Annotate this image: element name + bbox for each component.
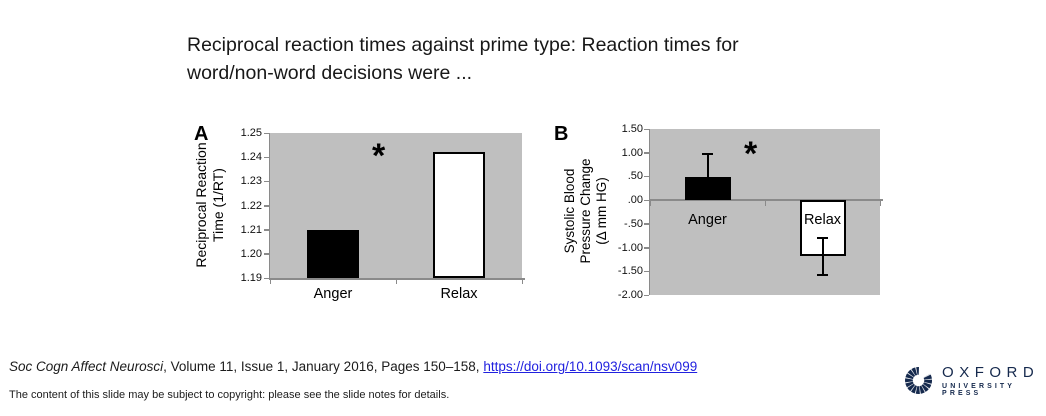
chart-b-ytick (644, 294, 649, 296)
chart-b-ytick (644, 223, 649, 225)
chart-b-errorbar-cap (817, 273, 828, 276)
chart-b-category-label-anger: Anger (688, 212, 727, 228)
chart-b-panel-label: B (554, 123, 569, 145)
chart-b-y-axis-title-line: (Δ mm HG) (594, 177, 609, 245)
chart-b-ytick (644, 175, 649, 178)
copyright-note: The content of this slide may be subject… (9, 389, 450, 401)
oup-logo-text: OXFORD UNIVERSITY PRESS (942, 363, 1046, 397)
citation-line: Soc Cogn Affect Neurosci, Volume 11, Iss… (9, 359, 697, 374)
citation-journal: Soc Cogn Affect Neurosci (9, 359, 164, 374)
oup-subtitle: UNIVERSITY PRESS (942, 382, 1015, 397)
chart-a-bar-relax (433, 152, 485, 278)
chart-b-ytick (644, 270, 649, 273)
chart-b-errorbar-cap (817, 236, 828, 239)
chart-b-ytick-label: -1.50 (617, 265, 643, 278)
chart-a-ytick-label: 1.21 (240, 223, 262, 236)
chart-a-y-axis-title-line: Reciprocal Reaction (193, 142, 209, 268)
chart-b-ytick (644, 152, 649, 154)
chart-a-ytick-label: 1.22 (240, 199, 262, 212)
chart-a-xtick (521, 279, 523, 284)
chart-b-ytick (644, 199, 649, 202)
chart-b-y-axis-title: Systolic Blood Pressure Change (Δ mm HG) (562, 123, 614, 299)
chart-b-xtick (879, 201, 881, 206)
oxford-university-press-logo: OXFORD UNIVERSITY PRESS (903, 363, 1046, 398)
chart-b-ytick (644, 247, 649, 249)
chart-a-y-axis-line (269, 133, 270, 278)
chart-b-ytick-label: 1.50 (621, 123, 643, 135)
slide-title: Reciprocal reaction times against prime … (187, 31, 887, 87)
chart-b-significance-asterisk: * (744, 135, 758, 173)
chart-b-x-axis-line (649, 199, 883, 201)
chart-a-ytick-label: 1.25 (240, 127, 262, 139)
slide-title-line-1: Reciprocal reaction times against prime … (187, 34, 739, 56)
chart-b-errorbar-relax (821, 237, 824, 275)
chart-a-ytick (264, 180, 269, 183)
chart-a-bar-anger (307, 229, 359, 278)
chart-a-xtick (269, 279, 271, 284)
chart-b-xtick (649, 201, 651, 206)
chart-a-significance-asterisk: * (372, 137, 386, 175)
chart-a-y-axis-title-line: Time (1/RT) (210, 168, 226, 242)
chart-b-ytick-label: 1.00 (621, 146, 643, 159)
oup-wordmark: OXFORD (942, 363, 1040, 381)
chart-a-ytick-label: 1.19 (240, 272, 262, 284)
chart-a-ytick (264, 229, 269, 231)
chart-b-y-axis-title-line: Pressure Change (578, 158, 593, 264)
citation-details: , Volume 11, Issue 1, January 2016, Page… (163, 359, 484, 374)
chart-a-ytick (264, 156, 269, 159)
chart-a-ytick (264, 253, 269, 255)
chart-b-errorbar-cap (702, 153, 713, 156)
chart-b-bar-anger (684, 177, 731, 201)
chart-b-errorbar-anger (706, 154, 709, 178)
chart-a-category-label-anger: Anger (313, 286, 353, 302)
chart-b-ytick-label: .50 (627, 170, 643, 183)
chart-a-ytick (264, 277, 269, 279)
chart-a-xtick (395, 279, 397, 284)
chart-a-ytick-label: 1.20 (240, 247, 262, 260)
chart-b-ytick-label: .00 (627, 194, 643, 207)
citation-doi-link[interactable]: https://doi.org/10.1093/scan/nsv099 (483, 359, 698, 374)
chart-b-xtick (764, 201, 766, 206)
chart-b-ytick-label: -2.00 (617, 289, 643, 301)
chart-a-x-axis-line (269, 278, 525, 280)
chart-b-ytick-label: -.50 (624, 217, 643, 230)
chart-a-ytick-label: 1.24 (240, 151, 262, 164)
chart-b-ytick (644, 128, 649, 130)
chart-a-y-axis-title: Reciprocal Reaction Time (1/RT) (193, 120, 231, 290)
chart-b-y-axis-title-line: Systolic Blood (562, 168, 577, 254)
chart-b-category-label-relax: Relax (803, 212, 842, 228)
chart-a-ytick (264, 205, 269, 207)
chart-a-ytick (264, 132, 269, 134)
chart-b-y-axis-line (649, 129, 650, 295)
chart-a-panel-label: A (194, 123, 209, 145)
oup-swirl-icon (904, 366, 933, 395)
chart-a-ytick-label: 1.23 (240, 175, 262, 188)
slide-title-line-2: word/non-word decisions were ... (187, 62, 473, 84)
chart-a-category-label-relax: Relax (440, 286, 478, 302)
chart-b-ytick-label: -1.00 (617, 241, 643, 254)
